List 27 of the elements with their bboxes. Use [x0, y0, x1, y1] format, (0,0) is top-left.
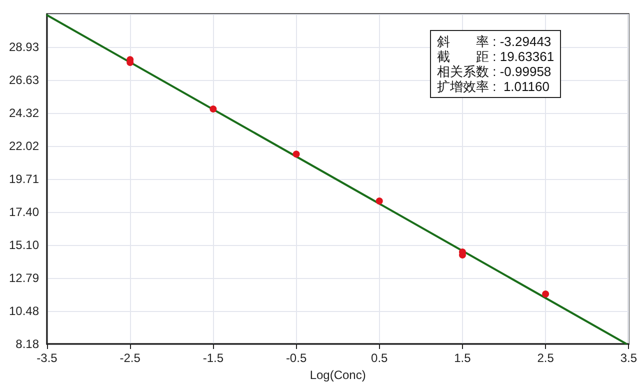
y-tick-label: 8.18: [16, 337, 40, 351]
y-tick-label: 12.79: [8, 271, 40, 286]
x-tick-label: 2.5: [537, 351, 554, 365]
x-tick-label: 3.5: [620, 351, 638, 365]
x-tick-label: -3.5: [36, 351, 58, 365]
x-tick-label: -1.5: [202, 351, 224, 365]
y-tick-label: 15.10: [8, 238, 40, 252]
point: [542, 290, 550, 298]
y-tick-label: 28.93: [8, 40, 40, 54]
annotation: 斜 率 : -3.29443: [437, 34, 552, 49]
x-tick-label: -2.5: [120, 351, 141, 365]
point: [292, 150, 300, 158]
x-tick-label: 0.5: [371, 351, 388, 365]
point: [210, 106, 217, 113]
x-tick-label: -0.5: [286, 351, 307, 365]
x-tick-label: 1.5: [454, 351, 472, 365]
y-tick-label: 26.63: [8, 72, 40, 87]
annotation: 相关系数 : -0.99958: [437, 64, 552, 79]
y-tick-label: 10.48: [8, 304, 40, 318]
y-tick-label: 24.32: [8, 106, 40, 120]
point: [376, 198, 383, 205]
y-tick-label: 17.40: [8, 205, 40, 220]
x-axis-title: Log(Conc): [310, 368, 366, 382]
annotation: 扩增效率 : 1.01160: [437, 79, 550, 94]
y-tick-label: 19.71: [8, 172, 40, 186]
y-tick-label: 22.02: [8, 138, 40, 153]
annotation: 截 距 : 19.63361: [437, 49, 554, 64]
